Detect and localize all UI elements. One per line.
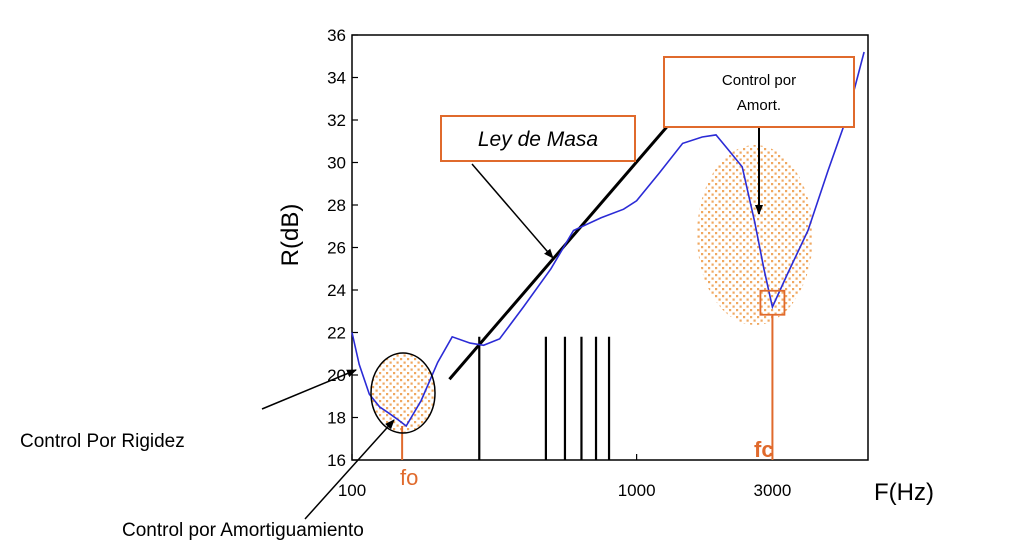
y-tick-label: 34 (327, 69, 346, 88)
y-tick-label: 24 (327, 281, 346, 300)
damping-annotation: Control por Amortiguamiento (122, 520, 364, 541)
x-tick-label: 1000 (618, 481, 656, 500)
low-freq-highlight-region (371, 353, 435, 433)
fc-label: fc (754, 437, 774, 462)
low-freq-ellipse-outline (370, 352, 436, 434)
damping-box-line2: Amort. (737, 97, 781, 114)
x-tick-label: 3000 (754, 481, 792, 500)
y-tick-label: 26 (327, 239, 346, 258)
stiffness-annotation: Control Por Rigidez (20, 431, 185, 452)
damping-box (663, 56, 855, 128)
coincidence-highlight-region (697, 145, 813, 325)
transmission-loss-curve (351, 51, 865, 428)
vertical-bars (478, 336, 611, 460)
x-axis-ticks: 100 1000 3000 (338, 454, 792, 500)
damping-box-line1: Control por (722, 72, 796, 89)
mass-law-arrow (471, 163, 554, 259)
y-tick-label: 32 (327, 111, 346, 130)
fc-marker-box (759, 289, 786, 316)
x-axis-label: F(Hz) (874, 479, 934, 506)
y-tick-label: 16 (327, 451, 346, 470)
y-tick-label: 36 (327, 26, 346, 45)
y-tick-label: 28 (327, 196, 346, 215)
y-tick-label: 22 (327, 324, 346, 343)
x-tick-label: 100 (338, 481, 366, 500)
stiffness-arrow (261, 369, 357, 410)
damping-arrow (304, 419, 395, 520)
mass-law-box-text: Ley de Masa (478, 128, 598, 151)
y-tick-label: 30 (327, 154, 346, 173)
y-axis-label: R(dB) (277, 204, 304, 267)
fo-label: fo (400, 465, 418, 490)
mass-law-box (440, 115, 636, 162)
mass-law-line (448, 93, 696, 381)
y-tick-label: 18 (327, 409, 346, 428)
